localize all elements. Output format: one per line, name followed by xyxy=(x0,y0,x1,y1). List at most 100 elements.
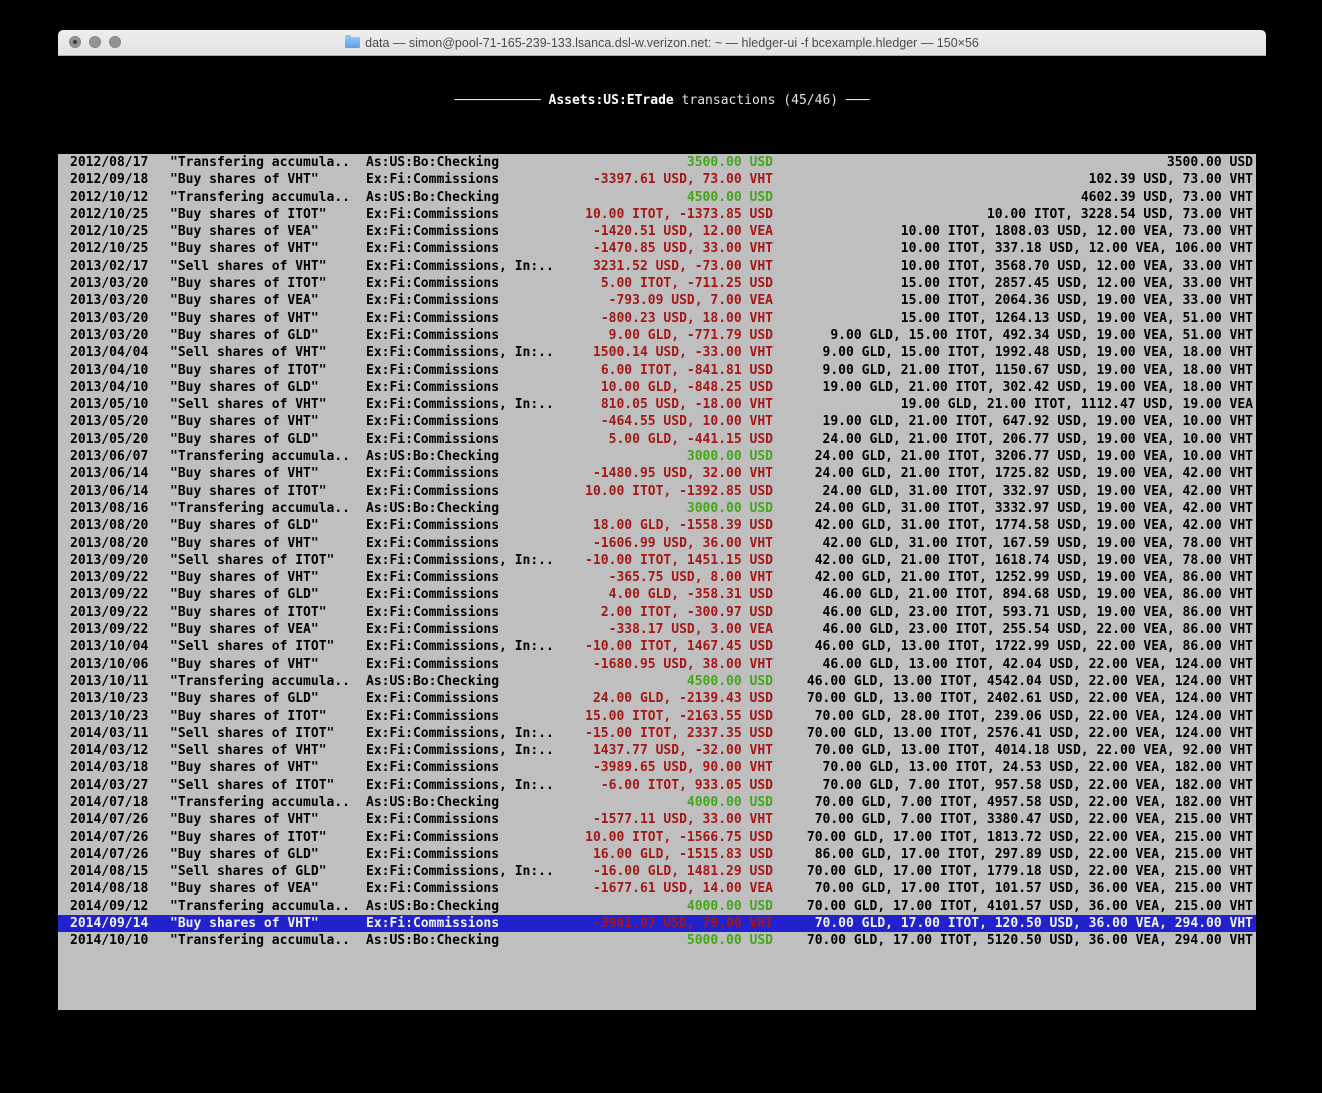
txn-change-amount: 2.00 ITOT, -300.97 USD xyxy=(600,604,773,620)
transaction-row[interactable]: 2012/08/17 "Transfering accumula.. As:US:B… xyxy=(58,154,1256,171)
txn-running-balance: 86.00 GLD, 17.00 ITOT, 297.89 USD, 22.00… xyxy=(814,846,1253,862)
txn-change-amount: -1606.99 USD, 36.00 VHT xyxy=(592,535,773,551)
txn-other-accounts: Ex:Fi:Commissions xyxy=(366,241,500,257)
txn-date: 2014/03/18 xyxy=(70,760,149,776)
transaction-row[interactable]: 2013/10/23 "Buy shares of ITOT" Ex:Fi:Comm… xyxy=(58,708,1256,725)
transaction-row[interactable]: 2014/03/27 "Sell shares of ITOT" Ex:Fi:Com… xyxy=(58,777,1256,794)
transaction-row[interactable]: 2014/07/26 "Buy shares of VHT" Ex:Fi:Commi… xyxy=(58,811,1256,828)
txn-date: 2012/10/25 xyxy=(70,206,149,222)
transaction-row[interactable]: 2012/09/18 "Buy shares of VHT" Ex:Fi:Commi… xyxy=(58,171,1256,188)
txn-description: "Sell shares of VHT" xyxy=(170,743,327,759)
txn-other-accounts: Ex:Fi:Commissions xyxy=(366,293,500,309)
txn-running-balance: 19.00 GLD, 21.00 ITOT, 647.92 USD, 19.00… xyxy=(822,414,1253,430)
transaction-row[interactable]: 2013/04/10 "Buy shares of ITOT" Ex:Fi:Comm… xyxy=(58,362,1256,379)
txn-description: "Buy shares of ITOT" xyxy=(170,708,327,724)
transaction-row[interactable]: 2013/10/11 "Transfering accumula.. As:US:B… xyxy=(58,673,1256,690)
transaction-row[interactable]: 2013/10/04 "Sell shares of ITOT" Ex:Fi:Com… xyxy=(58,638,1256,655)
transaction-row[interactable]: 2013/05/20 "Buy shares of VHT" Ex:Fi:Commi… xyxy=(58,413,1256,430)
txn-other-accounts: As:US:Bo:Checking xyxy=(366,189,500,205)
transaction-row[interactable]: 2013/05/10 "Sell shares of VHT" Ex:Fi:Comm… xyxy=(58,396,1256,413)
transaction-row[interactable]: 2014/08/18 "Buy shares of VEA" Ex:Fi:Commi… xyxy=(58,880,1256,897)
transaction-row[interactable]: 2013/06/14 "Buy shares of ITOT" Ex:Fi:Comm… xyxy=(58,483,1256,500)
txn-date: 2013/10/23 xyxy=(70,691,149,707)
txn-date: 2013/09/20 xyxy=(70,552,149,568)
transaction-row[interactable]: 2013/10/23 "Buy shares of GLD" Ex:Fi:Commi… xyxy=(58,690,1256,707)
txn-running-balance: 46.00 GLD, 21.00 ITOT, 894.68 USD, 19.00… xyxy=(822,587,1253,603)
txn-date: 2013/10/04 xyxy=(70,639,149,655)
txn-change-amount: -1577.11 USD, 33.00 VHT xyxy=(592,812,773,828)
minimize-button[interactable] xyxy=(89,36,101,48)
transaction-row[interactable]: 2014/03/12 "Sell shares of VHT" Ex:Fi:Comm… xyxy=(58,742,1256,759)
transaction-row[interactable]: 2014/03/18 "Buy shares of VHT" Ex:Fi:Commi… xyxy=(58,759,1256,776)
transaction-row[interactable]: 2014/03/11 "Sell shares of ITOT" Ex:Fi:Com… xyxy=(58,725,1256,742)
transaction-row[interactable]: 2012/10/25 "Buy shares of ITOT" Ex:Fi:Comm… xyxy=(58,206,1256,223)
transaction-row[interactable]: 2014/09/12 "Transfering accumula.. As:US:B… xyxy=(58,898,1256,915)
close-button[interactable] xyxy=(69,36,81,48)
transaction-row[interactable]: 2013/09/22 "Buy shares of VEA" Ex:Fi:Commi… xyxy=(58,621,1256,638)
txn-change-amount: -1677.61 USD, 14.00 VEA xyxy=(592,881,773,897)
txn-description: "Buy shares of VHT" xyxy=(170,916,319,932)
transaction-row[interactable]: 2012/10/25 "Buy shares of VEA" Ex:Fi:Commi… xyxy=(58,223,1256,240)
window-titlebar[interactable]: data — simon@pool-71-165-239-133.lsanca.… xyxy=(58,30,1266,56)
window-title: data — simon@pool-71-165-239-133.lsanca.… xyxy=(345,35,979,50)
transaction-row[interactable]: 2013/06/14 "Buy shares of VHT" Ex:Fi:Commi… xyxy=(58,465,1256,482)
txn-description: "Transfering accumula.. xyxy=(170,673,351,689)
txn-date: 2013/05/20 xyxy=(70,431,149,447)
txn-description: "Sell shares of ITOT" xyxy=(170,552,335,568)
transaction-row[interactable]: 2013/03/20 "Buy shares of VEA" Ex:Fi:Commi… xyxy=(58,292,1256,309)
transaction-row[interactable]: 2013/03/20 "Buy shares of VHT" Ex:Fi:Commi… xyxy=(58,310,1256,327)
transaction-row[interactable]: 2014/10/10 "Transfering accumula.. As:US:B… xyxy=(58,932,1256,949)
transaction-list[interactable]: 2012/08/17 "Transfering accumula.. As:US:B… xyxy=(58,154,1256,1010)
transaction-row[interactable]: 2013/02/17 "Sell shares of VHT" Ex:Fi:Comm… xyxy=(58,258,1256,275)
transaction-row[interactable]: 2013/06/07 "Transfering accumula.. As:US:B… xyxy=(58,448,1256,465)
transaction-row[interactable]: 2013/10/06 "Buy shares of VHT" Ex:Fi:Commi… xyxy=(58,656,1256,673)
txn-other-accounts: Ex:Fi:Commissions xyxy=(366,206,500,222)
txn-date: 2013/04/04 xyxy=(70,345,149,361)
txn-date: 2013/03/20 xyxy=(70,293,149,309)
transaction-row[interactable]: 2013/09/22 "Buy shares of VHT" Ex:Fi:Commi… xyxy=(58,569,1256,586)
transaction-row[interactable]: 2013/09/20 "Sell shares of ITOT" Ex:Fi:Com… xyxy=(58,552,1256,569)
txn-change-amount: 15.00 ITOT, -2163.55 USD xyxy=(585,708,773,724)
transaction-row[interactable]: 2013/08/20 "Buy shares of GLD" Ex:Fi:Commi… xyxy=(58,517,1256,534)
txn-change-amount: 1437.77 USD, -32.00 VHT xyxy=(592,743,773,759)
txn-running-balance: 24.00 GLD, 31.00 ITOT, 3332.97 USD, 19.0… xyxy=(814,500,1253,516)
txn-description: "Buy shares of GLD" xyxy=(170,846,319,862)
transaction-row[interactable]: 2014/08/15 "Sell shares of GLD" Ex:Fi:Comm… xyxy=(58,863,1256,880)
txn-other-accounts: Ex:Fi:Commissions xyxy=(366,691,500,707)
txn-description: "Buy shares of VHT" xyxy=(170,570,319,586)
transaction-row[interactable]: 2013/08/20 "Buy shares of VHT" Ex:Fi:Commi… xyxy=(58,535,1256,552)
transaction-row[interactable]: 2014/07/26 "Buy shares of ITOT" Ex:Fi:Comm… xyxy=(58,829,1256,846)
txn-other-accounts: Ex:Fi:Commissions, In:.. xyxy=(366,345,554,361)
txn-change-amount: 10.00 GLD, -848.25 USD xyxy=(600,379,773,395)
txn-change-amount: 4500.00 USD xyxy=(686,673,773,689)
txn-other-accounts: Ex:Fi:Commissions xyxy=(366,812,500,828)
txn-change-amount: -1420.51 USD, 12.00 VEA xyxy=(592,224,773,240)
transaction-row[interactable]: 2013/04/04 "Sell shares of VHT" Ex:Fi:Comm… xyxy=(58,344,1256,361)
close-dot-icon xyxy=(73,40,77,44)
txn-date: 2013/08/20 xyxy=(70,518,149,534)
zoom-button[interactable] xyxy=(109,36,121,48)
txn-other-accounts: Ex:Fi:Commissions xyxy=(366,656,500,672)
transaction-row[interactable]: 2014/07/26 "Buy shares of GLD" Ex:Fi:Commi… xyxy=(58,846,1256,863)
txn-other-accounts: Ex:Fi:Commissions xyxy=(366,518,500,534)
transaction-row[interactable]: 2013/09/22 "Buy shares of GLD" Ex:Fi:Commi… xyxy=(58,586,1256,603)
transaction-row[interactable]: 2013/05/20 "Buy shares of GLD" Ex:Fi:Commi… xyxy=(58,431,1256,448)
transaction-row[interactable]: 2013/09/22 "Buy shares of ITOT" Ex:Fi:Comm… xyxy=(58,604,1256,621)
transaction-row[interactable]: 2012/10/25 "Buy shares of VHT" Ex:Fi:Commi… xyxy=(58,240,1256,257)
transaction-row[interactable]: 2013/04/10 "Buy shares of GLD" Ex:Fi:Commi… xyxy=(58,379,1256,396)
txn-date: 2014/03/27 xyxy=(70,777,149,793)
transaction-row[interactable]: 2014/07/18 "Transfering accumula.. As:US:B… xyxy=(58,794,1256,811)
txn-other-accounts: As:US:Bo:Checking xyxy=(366,898,500,914)
txn-other-accounts: Ex:Fi:Commissions xyxy=(366,310,500,326)
txn-description: "Buy shares of ITOT" xyxy=(170,206,327,222)
txn-running-balance: 46.00 GLD, 23.00 ITOT, 255.54 USD, 22.00… xyxy=(822,622,1253,638)
transaction-row[interactable]: 2013/03/20 "Buy shares of GLD" Ex:Fi:Commi… xyxy=(58,327,1256,344)
txn-other-accounts: Ex:Fi:Commissions, In:.. xyxy=(366,725,554,741)
transaction-row[interactable]: 2013/08/16 "Transfering accumula.. As:US:B… xyxy=(58,500,1256,517)
transaction-row-selected[interactable]: 2014/09/14 "Buy shares of VHT" Ex:Fi:Commi… xyxy=(58,915,1256,933)
txn-date: 2013/09/22 xyxy=(70,604,149,620)
transaction-row[interactable]: 2012/10/12 "Transfering accumula.. As:US:B… xyxy=(58,189,1256,206)
txn-description: "Buy shares of VEA" xyxy=(170,224,319,240)
txn-running-balance: 70.00 GLD, 13.00 ITOT, 2576.41 USD, 22.0… xyxy=(806,725,1253,741)
transaction-row[interactable]: 2013/03/20 "Buy shares of ITOT" Ex:Fi:Comm… xyxy=(58,275,1256,292)
